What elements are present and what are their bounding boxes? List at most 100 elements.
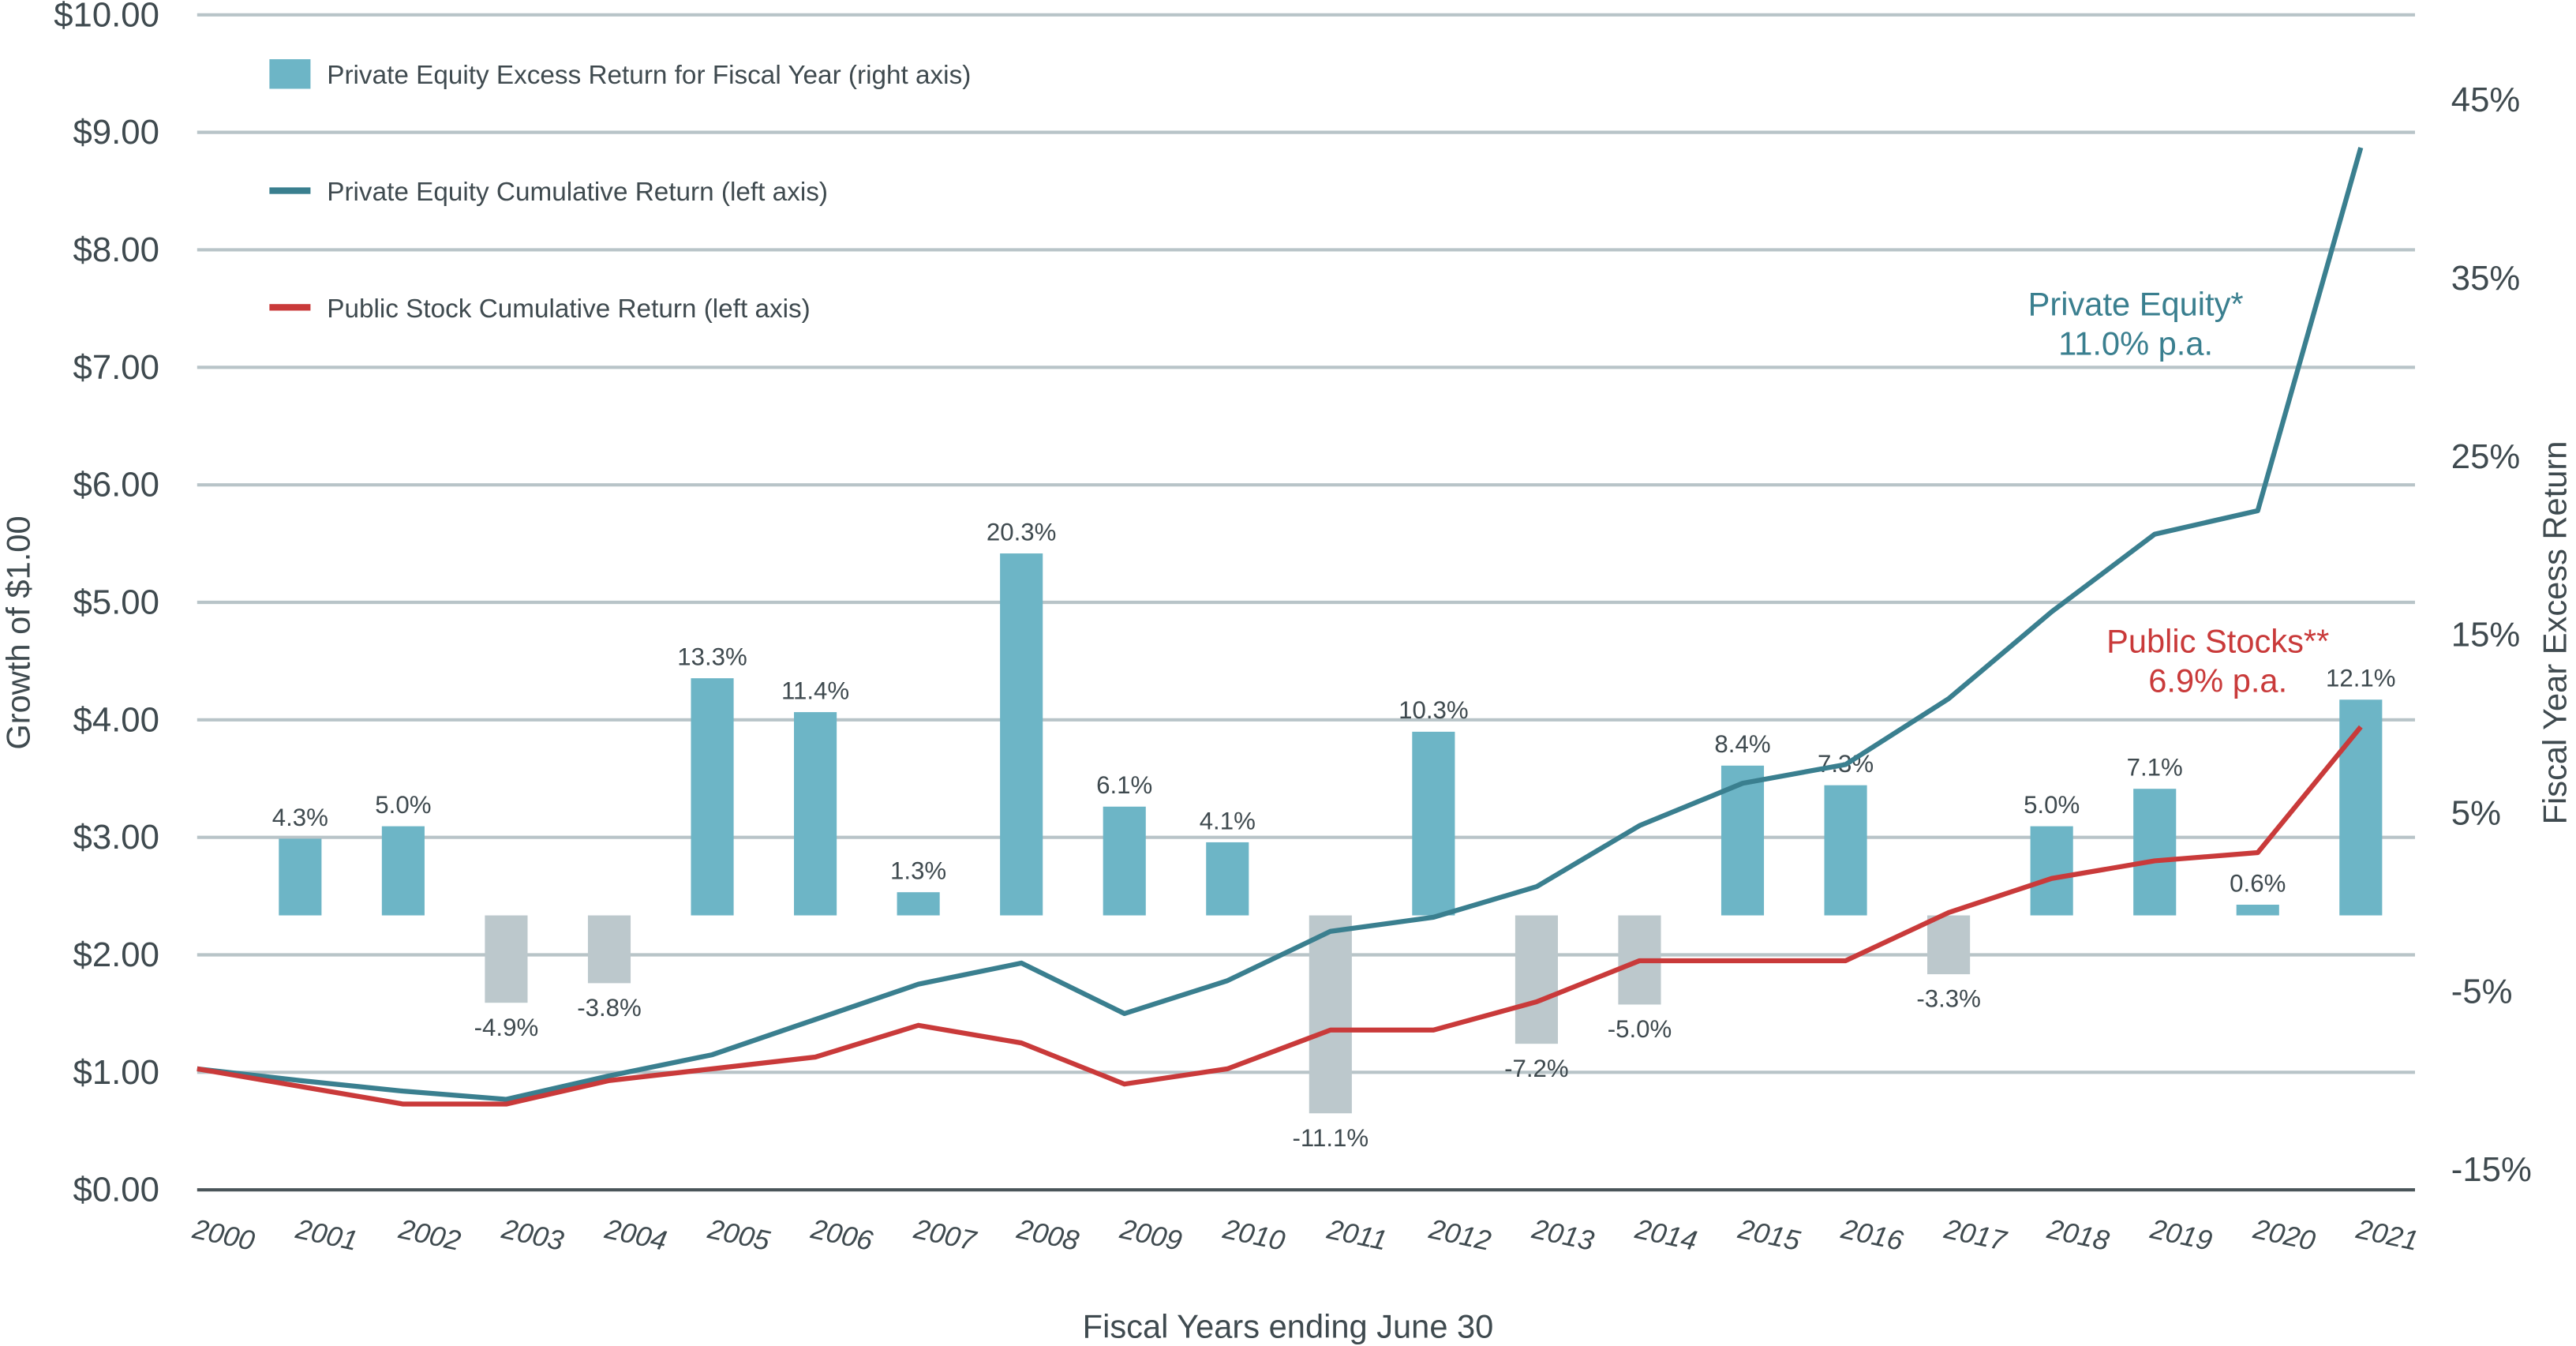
x-axis-ticks: 2000 2001 2002 2003 2004 2005 2006 2007 2008 2009…	[189, 1213, 2421, 1257]
bar-2011	[1309, 915, 1352, 1114]
x-tick-label: 2006	[807, 1213, 875, 1257]
legend-swatch-line	[269, 187, 311, 194]
x-tick-label: 2013	[1529, 1213, 1597, 1257]
x-tick-label: 2000	[189, 1213, 257, 1257]
x-tick-label: 2017	[1941, 1213, 2009, 1257]
bar-label-2014: -5.0%	[1608, 1015, 1672, 1043]
left-tick-label: $9.00	[73, 113, 159, 152]
bar-label-2018: 5.0%	[2024, 791, 2080, 819]
left-axis-ticks: $0.00 $1.00 $2.00 $3.00 $4.00 $5.00 $6.00 $7.00…	[54, 0, 159, 1209]
left-tick-label: $8.00	[73, 231, 159, 269]
legend-label: Public Stock Cumulative Return (left axi…	[327, 294, 811, 324]
x-axis-label: Fiscal Years ending June 30	[1083, 1308, 1494, 1345]
bar-2004	[587, 915, 631, 984]
x-tick-label: 2012	[1425, 1213, 1493, 1257]
bar-2003	[485, 915, 528, 1003]
bar-label-2006: 11.4%	[781, 677, 849, 704]
left-tick-label: $5.00	[73, 583, 159, 622]
bar-2008	[1000, 553, 1043, 916]
right-tick-label: -15%	[2451, 1150, 2532, 1189]
bar-label-2019: 7.1%	[2127, 754, 2183, 782]
x-tick-label: 2016	[1838, 1213, 1906, 1257]
x-tick-label: 2004	[601, 1213, 669, 1257]
right-tick-label: 15%	[2451, 616, 2520, 654]
bar-label-2013: -7.2%	[1504, 1055, 1569, 1082]
left-tick-label: $7.00	[73, 348, 159, 387]
right-axis-label: Fiscal Year Excess Return	[2537, 441, 2574, 825]
bar-label-2009: 6.1%	[1096, 771, 1152, 799]
annotation-private-equity: Private Equity*	[2028, 286, 2244, 323]
bar-label-2008: 20.3%	[987, 518, 1057, 546]
bar-label-2005: 13.3%	[677, 643, 747, 670]
x-tick-label: 2009	[1117, 1213, 1185, 1257]
x-tick-label: 2001	[292, 1213, 360, 1257]
annotation-public-stocks: 6.9% p.a.	[2148, 662, 2287, 699]
legend-swatch-line	[269, 304, 311, 311]
right-tick-label: 5%	[2451, 794, 2501, 833]
bar-2017	[1927, 915, 1971, 975]
cumulative-lines	[197, 147, 2364, 1107]
bar-label-2010: 4.1%	[1200, 807, 1256, 834]
x-tick-label: 2010	[1219, 1213, 1287, 1257]
left-tick-label: $0.00	[73, 1171, 159, 1209]
bar-label-2012: 10.3%	[1398, 696, 1469, 724]
bar-2012	[1412, 731, 1455, 916]
right-tick-label: -5%	[2451, 972, 2513, 1010]
x-tick-label: 2020	[2250, 1213, 2318, 1257]
legend-label: Private Equity Excess Return for Fiscal …	[327, 61, 971, 90]
excess-return-bars: 4.3% 5.0% -4.9% -3.8% 13.3% 11.4% 1.3% 20.3% 6.1…	[272, 518, 2396, 1151]
right-tick-label: 25%	[2451, 437, 2520, 476]
bar-label-2001: 4.3%	[272, 804, 328, 831]
bar-label-2002: 5.0%	[375, 791, 431, 819]
bar-2001	[279, 838, 322, 916]
x-tick-label: 2015	[1735, 1213, 1803, 1257]
bar-2007	[897, 892, 940, 916]
bar-label-2020: 0.6%	[2230, 869, 2286, 897]
right-tick-label: 35%	[2451, 259, 2520, 298]
bar-2005	[691, 678, 734, 916]
public-stock-line	[197, 725, 2363, 1107]
left-tick-label: $4.00	[73, 700, 159, 739]
bar-2020	[2236, 904, 2279, 916]
x-tick-label: 2021	[2353, 1213, 2421, 1257]
left-tick-label: $6.00	[73, 466, 159, 504]
bar-label-2011: -11.1%	[1293, 1124, 1369, 1152]
legend-swatch-bar	[269, 59, 311, 89]
private-equity-line	[197, 147, 2364, 1102]
left-tick-label: $3.00	[73, 818, 159, 857]
bar-2010	[1206, 842, 1249, 916]
annotation-private-equity: 11.0% p.a.	[2058, 325, 2213, 362]
annotation-public-stocks: Public Stocks**	[2106, 622, 2329, 659]
bar-2016	[1824, 785, 1867, 916]
x-tick-label: 2002	[395, 1213, 463, 1257]
x-tick-label: 2003	[499, 1213, 567, 1257]
bar-label-2015: 8.4%	[1714, 730, 1770, 758]
gridlines	[197, 13, 2415, 1192]
bar-label-2004: -3.8%	[577, 994, 642, 1022]
annotations: Private Equity*11.0% p.a. Public Stocks**…	[2028, 286, 2330, 699]
right-axis-ticks: -15% -5% 5% 15% 25% 35% 45%	[2451, 81, 2532, 1189]
left-axis-label: Growth of $1.00	[0, 516, 36, 749]
x-tick-label: 2014	[1632, 1213, 1700, 1257]
bar-label-2003: -4.9%	[474, 1014, 539, 1041]
bar-2002	[381, 826, 425, 916]
x-tick-label: 2011	[1324, 1213, 1390, 1256]
bar-label-2007: 1.3%	[890, 857, 946, 885]
legend: Private Equity Excess Return for Fiscal …	[269, 59, 971, 324]
left-tick-label: $2.00	[73, 935, 159, 974]
bar-label-2017: -3.3%	[1916, 985, 1981, 1013]
x-tick-label: 2019	[2147, 1213, 2215, 1257]
bar-2019	[2133, 789, 2177, 916]
x-tick-label: 2008	[1013, 1213, 1081, 1257]
legend-label: Private Equity Cumulative Return (left a…	[327, 178, 828, 207]
right-tick-label: 45%	[2451, 81, 2520, 119]
x-tick-label: 2007	[911, 1213, 979, 1257]
bar-2018	[2030, 826, 2073, 916]
left-tick-label: $1.00	[73, 1053, 159, 1092]
bar-2006	[794, 712, 837, 916]
x-tick-label: 2005	[705, 1213, 773, 1257]
left-tick-label: $10.00	[54, 0, 159, 34]
bar-2009	[1103, 806, 1146, 916]
bar-2021	[2339, 699, 2383, 916]
